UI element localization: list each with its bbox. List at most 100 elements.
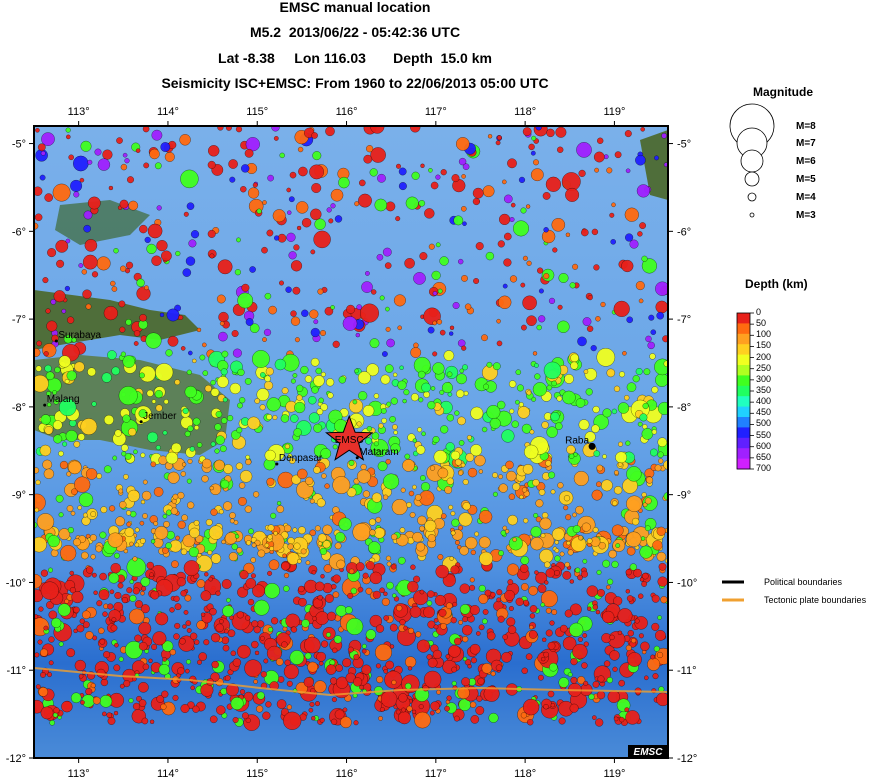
earthquake-marker <box>504 590 515 601</box>
earthquake-marker <box>462 625 473 636</box>
earthquake-marker <box>521 583 529 591</box>
earthquake-marker <box>435 242 441 248</box>
earthquake-marker <box>431 270 441 280</box>
earthquake-marker <box>423 670 442 689</box>
earthquake-marker <box>334 709 345 720</box>
earthquake-marker <box>644 497 652 505</box>
earthquake-marker <box>446 371 453 378</box>
earthquake-marker <box>591 489 603 501</box>
earthquake-marker <box>457 416 466 426</box>
earthquake-marker <box>392 593 397 598</box>
earthquake-marker <box>214 423 222 431</box>
earthquake-marker <box>479 551 493 566</box>
earthquake-marker <box>74 361 85 373</box>
earthquake-marker <box>152 631 167 646</box>
earthquake-marker <box>248 528 254 535</box>
earthquake-marker <box>611 408 618 415</box>
earthquake-marker <box>300 548 307 555</box>
earthquake-marker <box>296 394 303 401</box>
earthquake-marker <box>602 408 612 418</box>
earthquake-marker <box>380 690 398 708</box>
earthquake-marker <box>156 205 162 211</box>
depth-tick-label: 550 <box>756 429 772 440</box>
earthquake-marker <box>311 570 317 575</box>
earthquake-marker <box>641 255 648 262</box>
earthquake-marker <box>58 355 71 368</box>
earthquake-marker <box>178 315 184 320</box>
earthquake-marker <box>68 460 82 475</box>
kalimantan-land <box>55 200 150 245</box>
earthquake-marker <box>154 390 163 399</box>
lon-label-bottom: 118° <box>514 768 536 780</box>
earthquake-marker <box>309 529 316 536</box>
earthquake-marker <box>462 636 469 643</box>
depth-legend-title: Depth (km) <box>745 277 808 291</box>
earthquake-marker <box>180 704 190 713</box>
earthquake-marker <box>476 631 481 636</box>
earthquake-marker <box>70 692 82 704</box>
earthquake-marker <box>317 533 327 543</box>
earthquake-marker <box>530 537 544 551</box>
earthquake-marker <box>504 232 512 241</box>
earthquake-marker <box>602 610 615 624</box>
earthquake-marker <box>111 366 120 376</box>
depth-color-segment <box>737 385 750 397</box>
earthquake-marker <box>433 624 439 630</box>
earthquake-marker <box>475 242 484 251</box>
earthquake-marker <box>150 539 156 544</box>
earthquake-marker <box>262 337 267 342</box>
earthquake-marker <box>507 625 517 634</box>
earthquake-marker <box>413 342 419 348</box>
earthquake-marker <box>408 627 414 634</box>
lon-label-bottom: 117° <box>425 768 447 780</box>
earthquake-marker <box>558 677 570 688</box>
earthquake-marker <box>517 406 530 419</box>
earthquake-marker <box>353 654 360 660</box>
earthquake-marker <box>290 626 298 633</box>
city-marker <box>139 420 143 424</box>
lon-label-bottom: 114° <box>157 768 179 780</box>
earthquake-marker <box>215 435 225 445</box>
earthquake-marker <box>38 687 49 697</box>
earthquake-marker <box>385 201 396 212</box>
earthquake-marker <box>393 596 400 602</box>
earthquake-marker <box>294 337 300 343</box>
earthquake-markers <box>34 126 668 731</box>
earthquake-marker <box>499 213 511 225</box>
earthquake-marker <box>48 660 54 666</box>
earthquake-marker <box>44 364 52 373</box>
earthquake-marker <box>420 475 426 481</box>
earthquake-marker <box>521 667 528 674</box>
earthquake-marker <box>594 167 599 173</box>
earthquake-marker <box>97 158 111 171</box>
magnitude-legend-circles <box>729 103 775 218</box>
event-star: EMSC <box>325 414 374 461</box>
earthquake-marker <box>651 594 660 603</box>
earthquake-marker <box>245 615 251 621</box>
earthquake-marker <box>113 664 121 672</box>
earthquake-marker <box>624 130 632 138</box>
earthquake-marker <box>114 642 119 648</box>
earthquake-marker <box>297 146 304 153</box>
earthquake-marker <box>184 594 192 602</box>
earthquake-marker <box>180 471 186 477</box>
earthquake-marker <box>572 525 581 534</box>
earthquake-marker <box>239 689 246 695</box>
earthquake-marker <box>61 308 67 314</box>
earthquake-marker <box>554 555 561 562</box>
earthquake-marker <box>606 368 616 378</box>
earthquake-marker <box>249 266 256 273</box>
earthquake-marker <box>151 129 163 141</box>
earthquake-marker <box>187 501 195 509</box>
earthquake-marker <box>151 255 162 266</box>
earthquake-marker <box>235 462 243 470</box>
earthquake-marker <box>450 511 456 516</box>
earthquake-marker <box>469 605 480 615</box>
earthquake-marker <box>202 458 212 469</box>
earthquake-marker <box>292 527 298 533</box>
earthquake-marker <box>564 561 570 568</box>
lon-label-top: 119° <box>603 106 625 118</box>
depth-color-segment <box>737 375 750 387</box>
earthquake-marker <box>193 520 200 526</box>
earthquake-marker <box>420 163 425 168</box>
